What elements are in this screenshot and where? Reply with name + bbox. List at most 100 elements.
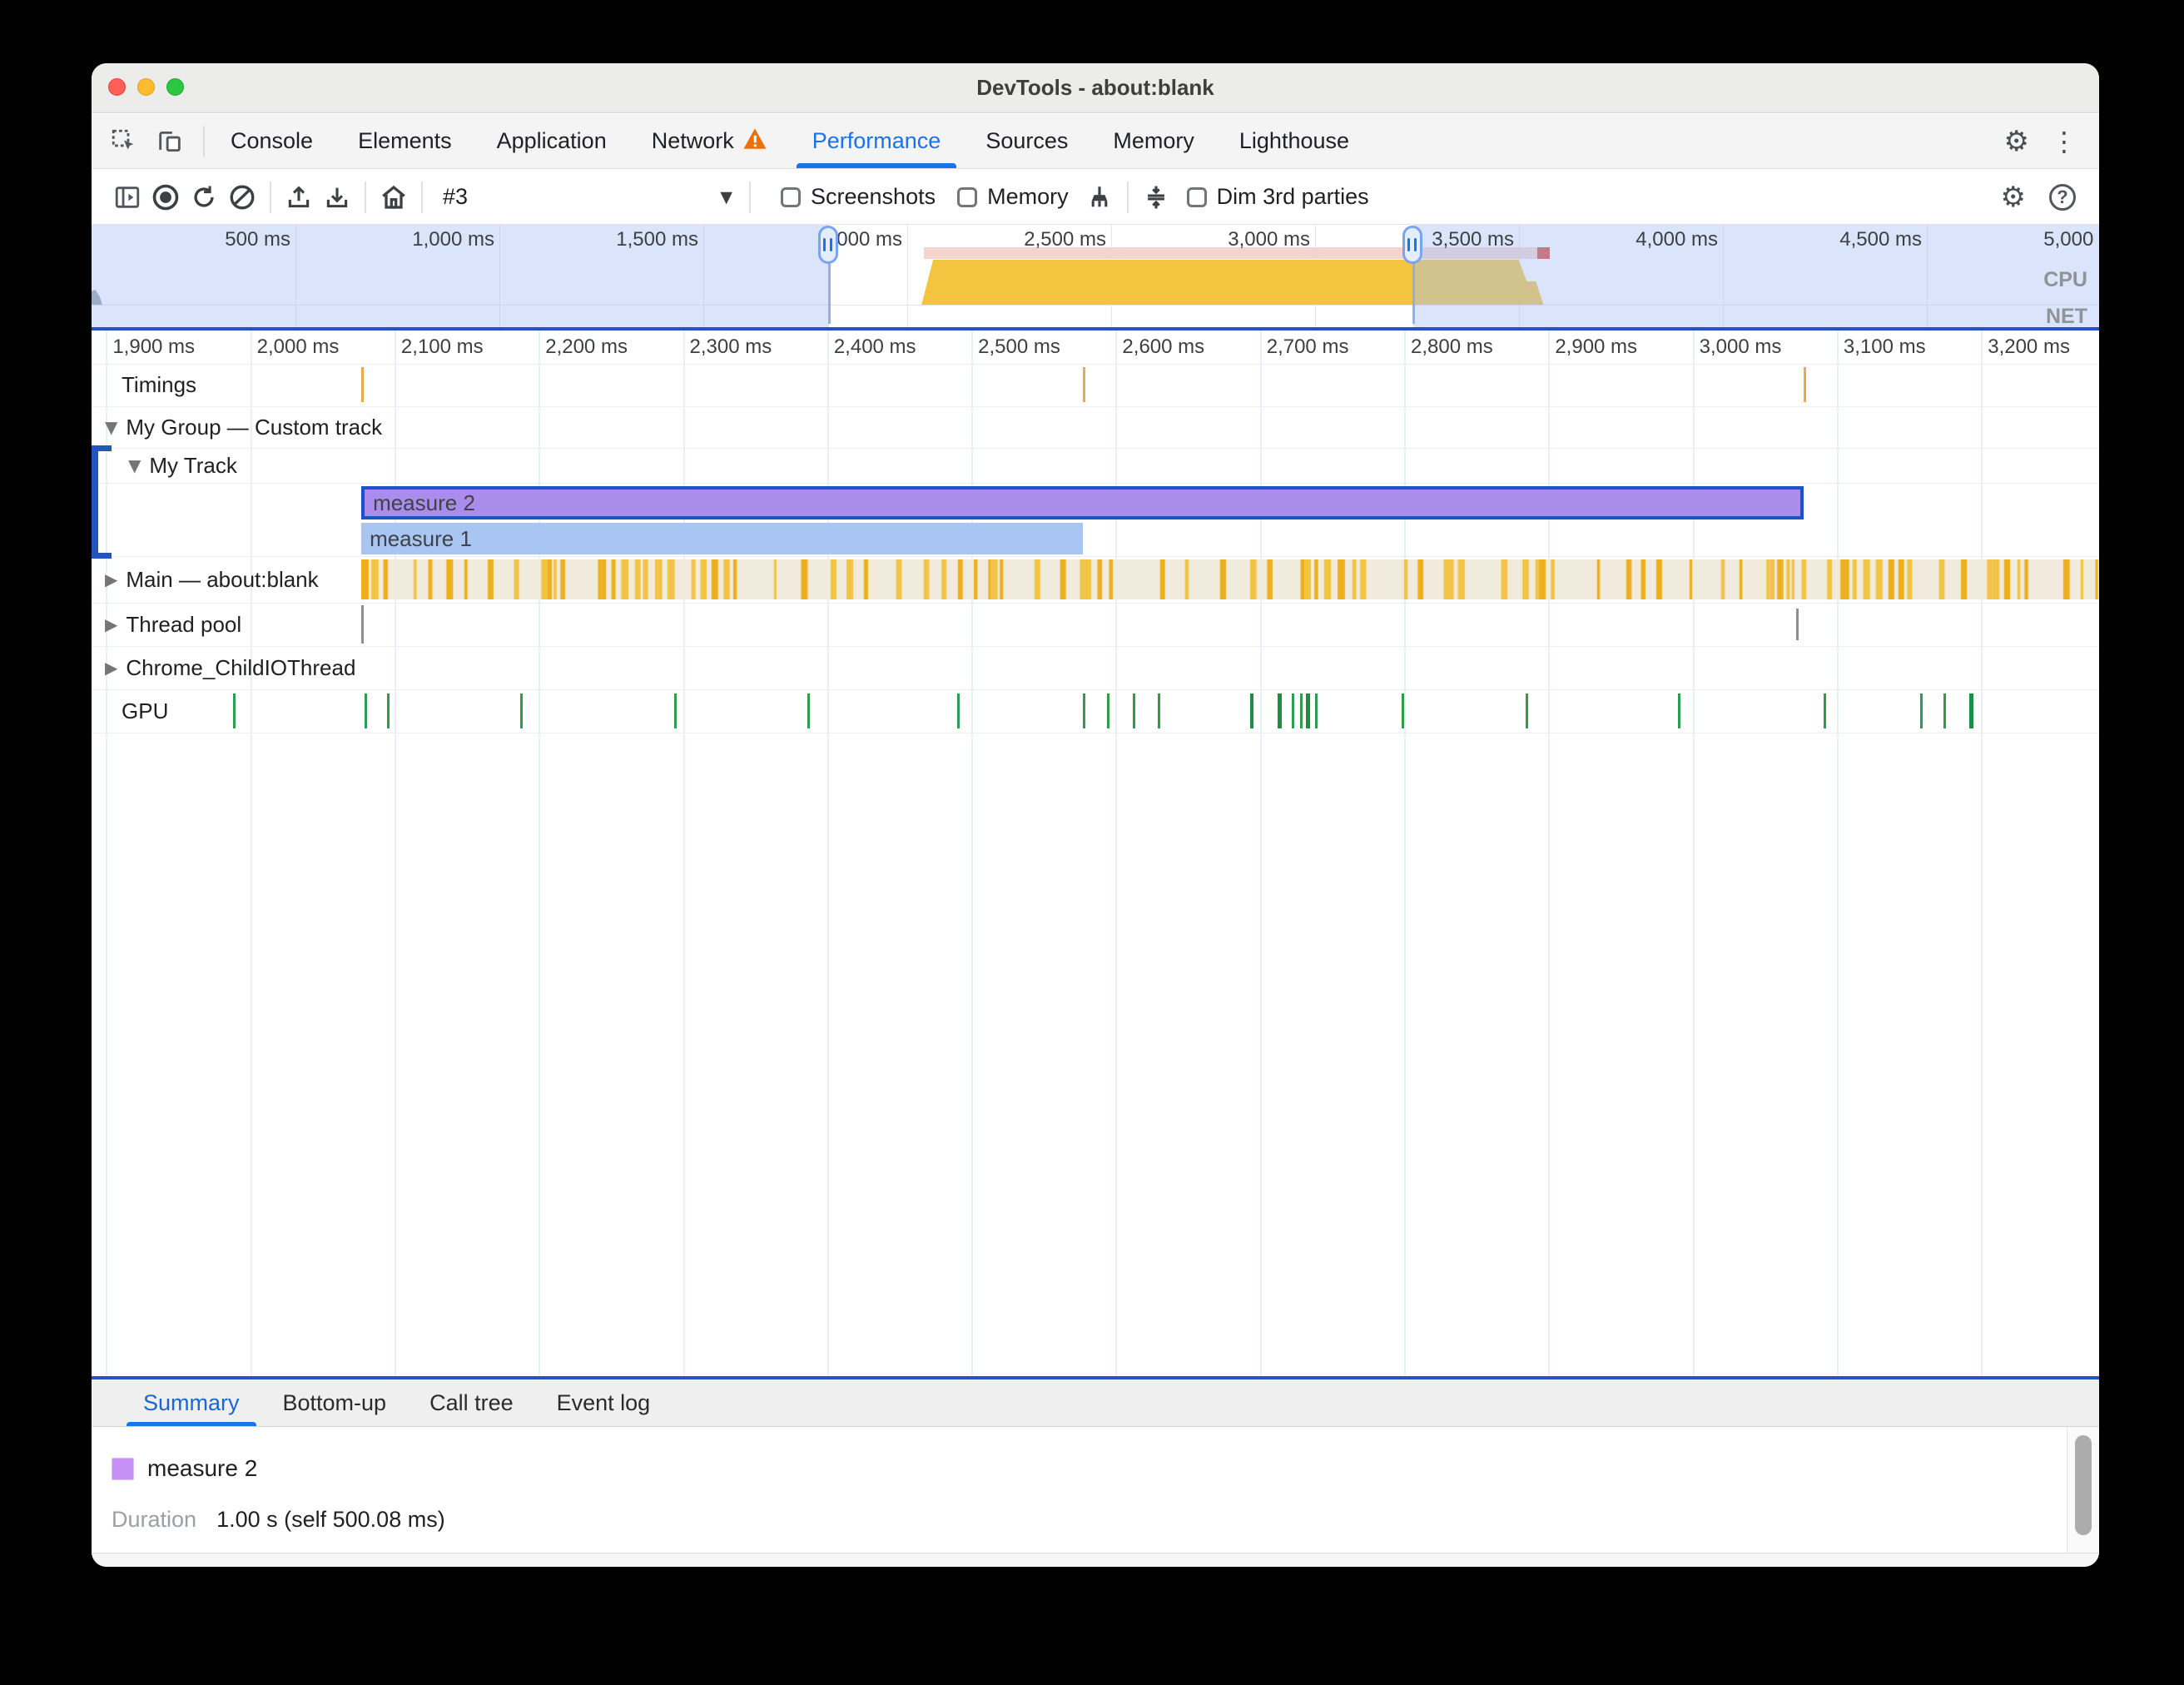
flame-chart[interactable]: 1,900 ms 2,000 ms 2,100 ms 2,200 ms 2,300 ms… [92,331,2099,1376]
collect-garbage-icon[interactable] [1080,178,1119,216]
reload-record-icon[interactable] [185,178,223,216]
device-toolbar-icon[interactable] [155,127,185,156]
kebab-menu-icon[interactable]: ⋮ [2051,125,2077,157]
expand-arrow-icon[interactable]: ▶ [105,658,118,678]
details-tab-label: Summary [143,1389,240,1415]
chart-ruler-label: 3,000 ms [1699,336,1782,358]
gpu-task [1943,693,1947,728]
gpu-task [1157,693,1160,728]
tab-performance[interactable]: Performance [790,114,964,168]
track-header-my-track[interactable]: ▼ My Track [92,448,237,483]
track-header-gpu[interactable]: GPU [92,689,168,733]
tab-sources[interactable]: Sources [963,114,1090,168]
details-tab-call-tree[interactable]: Call tree [408,1379,535,1426]
track-header-main-about-blank[interactable]: ▶ Main — about:blank [92,556,319,603]
settings-gear-icon[interactable]: ⚙ [2003,124,2029,158]
memory-toggle[interactable]: Memory [957,184,1069,210]
selection-handle-left[interactable] [817,226,838,264]
clear-icon[interactable] [223,178,261,216]
selection-handle-right[interactable] [1402,226,1422,264]
chart-ruler-label: 2,200 ms [545,336,628,358]
close-button[interactable] [108,78,126,96]
chart-gridline [1692,331,1695,1376]
track-label: Thread pool [126,611,242,637]
scrollbar-thumb[interactable] [2075,1435,2092,1535]
collapse-shortcuts-icon[interactable] [1137,178,1175,216]
track-separator [92,483,2099,484]
gpu-task [232,693,236,728]
track-header-thread-pool[interactable]: ▶ Thread pool [92,603,241,646]
dim-3rd-parties-checkbox[interactable] [1186,186,1207,207]
expand-arrow-icon[interactable]: ▶ [105,569,118,589]
divider [365,181,366,213]
divider [1126,181,1129,213]
tab-label: Console [231,128,314,153]
screenshots-checkbox[interactable] [781,186,801,207]
track-header-my-group-custom-track[interactable]: ▼ My Group — Custom track [92,406,382,448]
devtools-window: DevTools - about:blank Co [92,63,2099,1567]
track-header-timings[interactable]: Timings [92,364,196,406]
overview-ruler-label: 2,500 ms [1024,228,1106,251]
tab-network[interactable]: Network [629,114,790,168]
divider [203,125,205,157]
details-tab-label: Call tree [429,1389,514,1415]
event-color-swatch [112,1457,134,1480]
download-profile-icon[interactable] [318,178,356,216]
chart-gridline [1115,331,1118,1376]
track-separator [92,646,2099,647]
tab-console[interactable]: Console [208,114,335,168]
track-header-chrome-childiothread[interactable]: ▶ Chrome_ChildIOThread [92,646,355,689]
gpu-task [1133,693,1136,728]
chart-gridline [1259,331,1262,1376]
tab-memory[interactable]: Memory [1090,114,1217,168]
track-separator [92,364,2099,365]
expand-arrow-icon[interactable]: ▶ [105,614,118,634]
minimize-button[interactable] [137,78,155,96]
details-tab-event-log[interactable]: Event log [535,1379,673,1426]
devtools-tabbar: Console Elements Application Network Perform… [92,114,2099,169]
zoom-button[interactable] [166,78,184,96]
gpu-task [1824,693,1827,728]
traffic-lights [108,78,184,96]
gpu-task [1249,693,1253,728]
record-icon[interactable] [146,178,185,216]
inspect-element-icon[interactable] [110,127,138,156]
tab-label: Elements [358,128,452,153]
main-thread-activity[interactable] [361,559,2099,599]
gpu-task [807,693,810,728]
chart-gridline [1548,331,1551,1376]
memory-checkbox[interactable] [957,186,978,207]
chart-ruler-label: 2,900 ms [1555,336,1638,358]
dim-3rd-parties-toggle[interactable]: Dim 3rd parties [1186,184,1369,210]
show-sidebar-icon[interactable] [108,178,146,216]
gpu-task [1920,693,1923,728]
capture-settings-gear-icon[interactable]: ⚙ [2000,180,2026,214]
details-tab-bottom-up[interactable]: Bottom-up [261,1379,409,1426]
measure-bar-2[interactable]: measure 1 [361,523,1083,554]
track-separator [92,689,2099,690]
tab-application[interactable]: Application [474,114,629,168]
screenshots-toggle[interactable]: Screenshots [781,184,936,210]
chart-gridline [971,331,974,1376]
collapse-arrow-icon[interactable]: ▼ [105,417,118,437]
tab-lighthouse[interactable]: Lighthouse [1217,114,1372,168]
performance-toolbar: #3 ▼ Screenshots Memory [92,170,2099,225]
panel-tabs: Console Elements Application Network Perform… [208,114,1372,168]
summary-scrollbar[interactable] [2067,1427,2099,1565]
tab-elements[interactable]: Elements [335,114,474,168]
history-selected-value: #3 [443,184,469,209]
details-tab-label: Event log [556,1389,651,1415]
collapse-arrow-icon[interactable]: ▼ [128,455,141,475]
help-icon[interactable]: ? [2049,183,2076,211]
upload-profile-icon[interactable] [280,178,318,216]
overview-gridline [1723,225,1724,327]
history-select[interactable]: #3 ▼ [431,184,741,210]
timeline-overview[interactable]: 500 ms 1,000 ms 1,500 ms 2,000 ms 2,500 ms 3,… [92,225,2099,327]
measure-bar-1[interactable]: measure 2 [361,486,1804,519]
overview-ruler-label: 4,000 ms [1636,228,1718,251]
thread-pool-task [1796,609,1799,640]
warning-icon [742,127,767,156]
live-metrics-home-icon[interactable] [375,178,413,216]
overview-gridline [1927,225,1928,327]
details-tab-summary[interactable]: Summary [122,1379,261,1426]
